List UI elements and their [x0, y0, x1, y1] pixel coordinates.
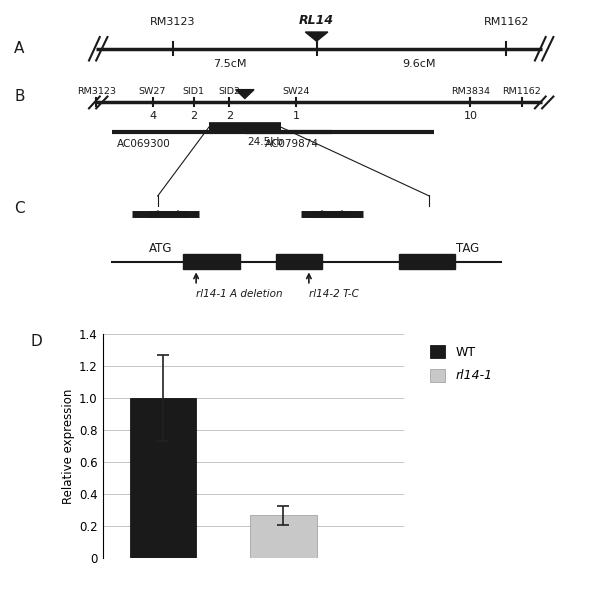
Text: SW27: SW27 [139, 86, 166, 96]
Text: TAG: TAG [456, 242, 479, 255]
Text: B: B [14, 89, 25, 103]
Text: RM3123: RM3123 [77, 86, 116, 96]
Polygon shape [305, 32, 328, 41]
Bar [250, 515, 317, 558]
Text: SID2: SID2 [218, 86, 241, 96]
Text: A: A [14, 41, 25, 56]
Text: RM1162: RM1162 [502, 86, 541, 96]
Text: D: D [30, 334, 42, 349]
Text: 2: 2 [226, 111, 233, 121]
Text: RM3834: RM3834 [451, 86, 490, 96]
Text: SW24: SW24 [282, 86, 310, 96]
Text: 10: 10 [463, 111, 478, 121]
Y-axis label: Relative expression: Relative expression [62, 388, 75, 504]
Polygon shape [236, 90, 254, 99]
Text: SID1: SID1 [183, 86, 204, 96]
Text: 24.5kb: 24.5kb [247, 137, 283, 147]
Bar [399, 254, 455, 269]
Text: 9.6cM: 9.6cM [402, 59, 436, 69]
Bar [276, 254, 322, 269]
Text: C: C [14, 201, 25, 216]
Text: rl14-2 T-C: rl14-2 T-C [309, 288, 359, 298]
Text: 4: 4 [149, 111, 156, 121]
Text: AC069300: AC069300 [117, 139, 171, 149]
Legend: WT, rl14-1: WT, rl14-1 [425, 340, 497, 388]
Text: 1: 1 [292, 111, 300, 121]
Text: 7.5cM: 7.5cM [213, 59, 246, 69]
Bar [130, 398, 196, 558]
Bar [183, 254, 240, 269]
Text: 2: 2 [190, 111, 197, 121]
Text: rl14-1 A deletion: rl14-1 A deletion [196, 288, 283, 298]
Text: RM1162: RM1162 [484, 17, 529, 27]
Text: ATG: ATG [148, 242, 172, 255]
Text: AC079874: AC079874 [265, 139, 320, 149]
Text: RL14: RL14 [299, 14, 334, 27]
Text: RM3123: RM3123 [150, 17, 196, 27]
